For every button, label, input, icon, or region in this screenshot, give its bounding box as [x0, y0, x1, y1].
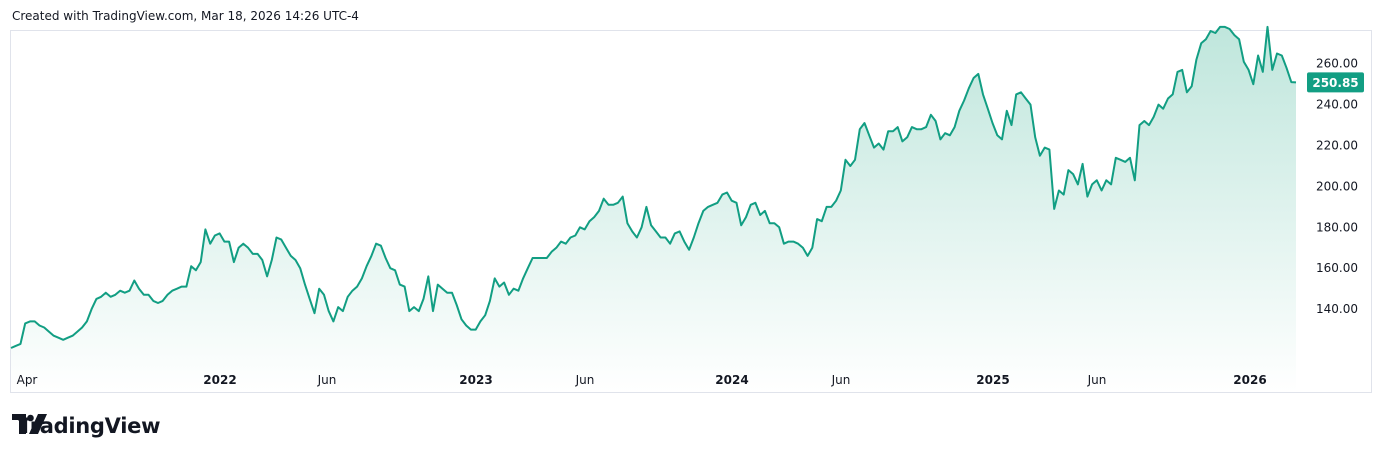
y-tick-label: 140.00: [1316, 302, 1358, 316]
y-axis: 140.00 160.00 180.00 200.00 220.00 240.00 260.…: [1316, 57, 1358, 316]
tradingview-logo-icon: [12, 414, 47, 434]
last-price-badge: [1307, 72, 1364, 93]
price-line: [10, 25, 1297, 349]
y-tick-label: 180.00: [1316, 220, 1358, 234]
chart-frame: [10, 30, 1372, 393]
x-tick-label: Apr: [17, 373, 38, 387]
x-tick-label: 2024: [715, 373, 748, 387]
x-tick-label: 2025: [976, 373, 1009, 387]
y-tick-label: 220.00: [1316, 139, 1358, 153]
x-tick-label: 2026: [1233, 373, 1266, 387]
x-tick-label: Jun: [1087, 373, 1107, 387]
price-area-fill: [11, 26, 1296, 393]
last-price-label: 250.85: [1307, 72, 1364, 93]
price-area-chart[interactable]: 140.00 160.00 180.00 200.00 220.00 240.00 260.…: [0, 0, 1384, 400]
created-with-caption: Created with TradingView.com, Mar 18, 20…: [12, 9, 359, 23]
y-tick-label: 200.00: [1316, 179, 1358, 193]
x-tick-label: Jun: [831, 373, 851, 387]
x-tick-label: Jun: [317, 373, 337, 387]
y-tick-label: 160.00: [1316, 261, 1358, 275]
x-tick-label: 2023: [459, 373, 492, 387]
x-tick-label: 2022: [203, 373, 236, 387]
y-tick-label: 240.00: [1316, 98, 1358, 112]
y-tick-label: 260.00: [1316, 57, 1358, 71]
x-tick-label: Jun: [575, 373, 595, 387]
last-price-text: 250.85: [1312, 76, 1358, 90]
tradingview-brand[interactable]: TradingView: [12, 414, 160, 438]
x-axis: Apr 2022 Jun 2023 Jun 2024 Jun 2025 Jun 2026: [17, 373, 1267, 387]
